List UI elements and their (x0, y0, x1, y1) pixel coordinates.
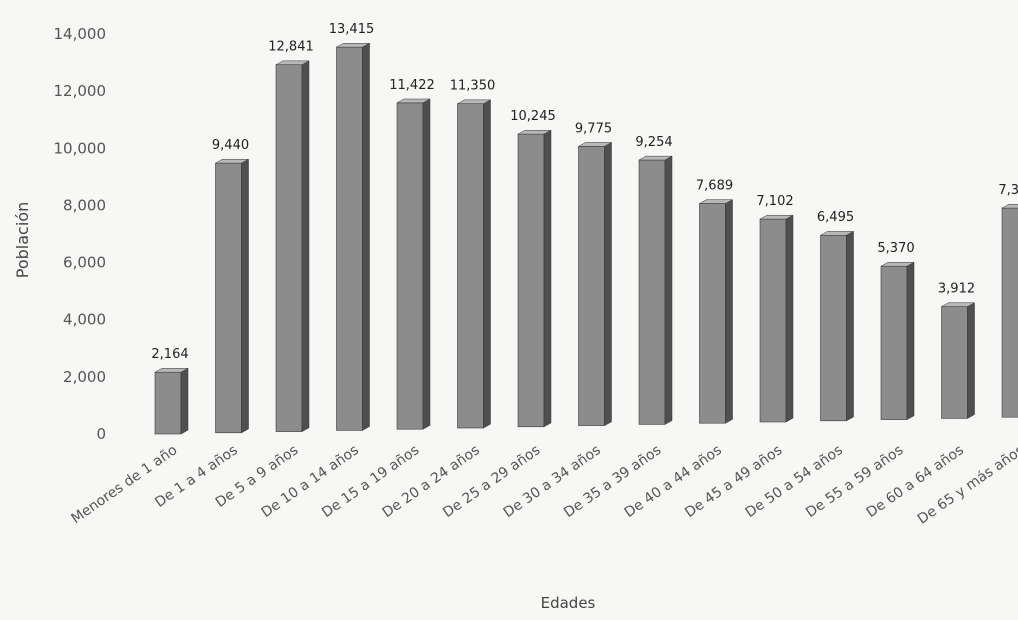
bar-side (967, 302, 975, 419)
bar-front (820, 234, 847, 422)
data-label: 9,775 (575, 121, 612, 136)
bars-group (154, 42, 1018, 435)
bar-side (543, 129, 552, 428)
bar-top (215, 158, 249, 164)
data-label: 9,440 (212, 138, 249, 153)
bar-front (759, 218, 787, 423)
bar (699, 199, 733, 424)
bar-side (483, 99, 491, 429)
bar-front (215, 162, 242, 434)
bar-side (422, 98, 431, 430)
bar-front (578, 146, 605, 426)
bar-top (880, 262, 915, 267)
bar (820, 230, 854, 422)
y-tick-label: 8,000 (63, 196, 106, 214)
data-label: 13,415 (329, 22, 375, 37)
y-axis-label: Población (13, 202, 32, 278)
data-labels-group: 2,164 9,440 12,841 13,415 11,422 11,350 10,245… (151, 22, 1018, 362)
bar-top (396, 98, 431, 104)
data-label: 3,912 (938, 282, 975, 297)
data-label: 7,102 (756, 194, 793, 209)
data-label: 6,495 (817, 210, 854, 225)
bar-front (699, 203, 726, 424)
bar-front (275, 64, 303, 432)
bar (275, 60, 310, 433)
y-tick-label: 12,000 (54, 82, 107, 100)
bar-side (785, 214, 794, 423)
y-tick-label: 14,000 (54, 25, 107, 43)
data-label: 9,254 (635, 135, 672, 150)
bar-top (517, 129, 552, 135)
bar (517, 129, 552, 428)
bar-side (604, 142, 612, 427)
bar-front (154, 371, 182, 435)
bar-front (457, 103, 484, 429)
bar (759, 214, 794, 423)
bar-top (336, 43, 370, 48)
data-label: 7,319 (998, 183, 1018, 198)
bar-side (301, 60, 310, 433)
data-label: 2,164 (151, 347, 188, 362)
bar (215, 158, 249, 434)
y-tick-label: 10,000 (54, 139, 107, 157)
bar-side (664, 155, 673, 425)
bar (578, 142, 612, 427)
data-label: 11,350 (450, 79, 496, 94)
y-tick-label: 6,000 (63, 254, 106, 272)
bar-side (725, 199, 733, 424)
x-axis-label: Edades (541, 594, 596, 612)
y-axis-ticks: 0 2,000 4,000 6,000 8,000 10,000 12,000 14,000 (54, 25, 107, 443)
bar-front (638, 159, 666, 425)
x-tick-label: Menores de 1 año (69, 442, 181, 527)
data-label: 12,841 (268, 40, 314, 55)
y-tick-label: 0 (96, 425, 106, 443)
bar-front (517, 133, 545, 428)
bar-top (820, 231, 854, 236)
bar (336, 42, 370, 431)
bar-top (578, 142, 612, 147)
data-label: 10,245 (510, 109, 556, 124)
bar (154, 367, 189, 435)
bar-top (941, 302, 975, 307)
bar-side (180, 367, 189, 435)
bar-top (275, 60, 310, 65)
data-label: 7,689 (696, 179, 733, 194)
bar-side (906, 261, 915, 421)
y-tick-label: 2,000 (63, 368, 106, 386)
bar-front (1001, 207, 1018, 418)
bar-front (941, 306, 968, 419)
bar-top (699, 199, 733, 204)
bar (396, 98, 431, 430)
bar (457, 99, 491, 429)
bar (1001, 203, 1018, 418)
data-label: 5,370 (877, 241, 914, 256)
bar-front (880, 265, 908, 420)
bar-top (457, 99, 491, 104)
bar (880, 261, 915, 421)
bar-side (362, 42, 370, 431)
bar-front (336, 46, 363, 431)
bar-top (759, 214, 794, 220)
bar-side (241, 158, 249, 434)
bar-top (154, 368, 189, 373)
bar (941, 302, 975, 419)
data-label: 11,422 (389, 78, 435, 93)
bar-top (1001, 203, 1018, 209)
bar-top (638, 155, 673, 161)
bar-side (846, 230, 854, 422)
y-tick-label: 4,000 (63, 311, 106, 329)
bar (638, 155, 673, 425)
bar-front (396, 102, 424, 430)
